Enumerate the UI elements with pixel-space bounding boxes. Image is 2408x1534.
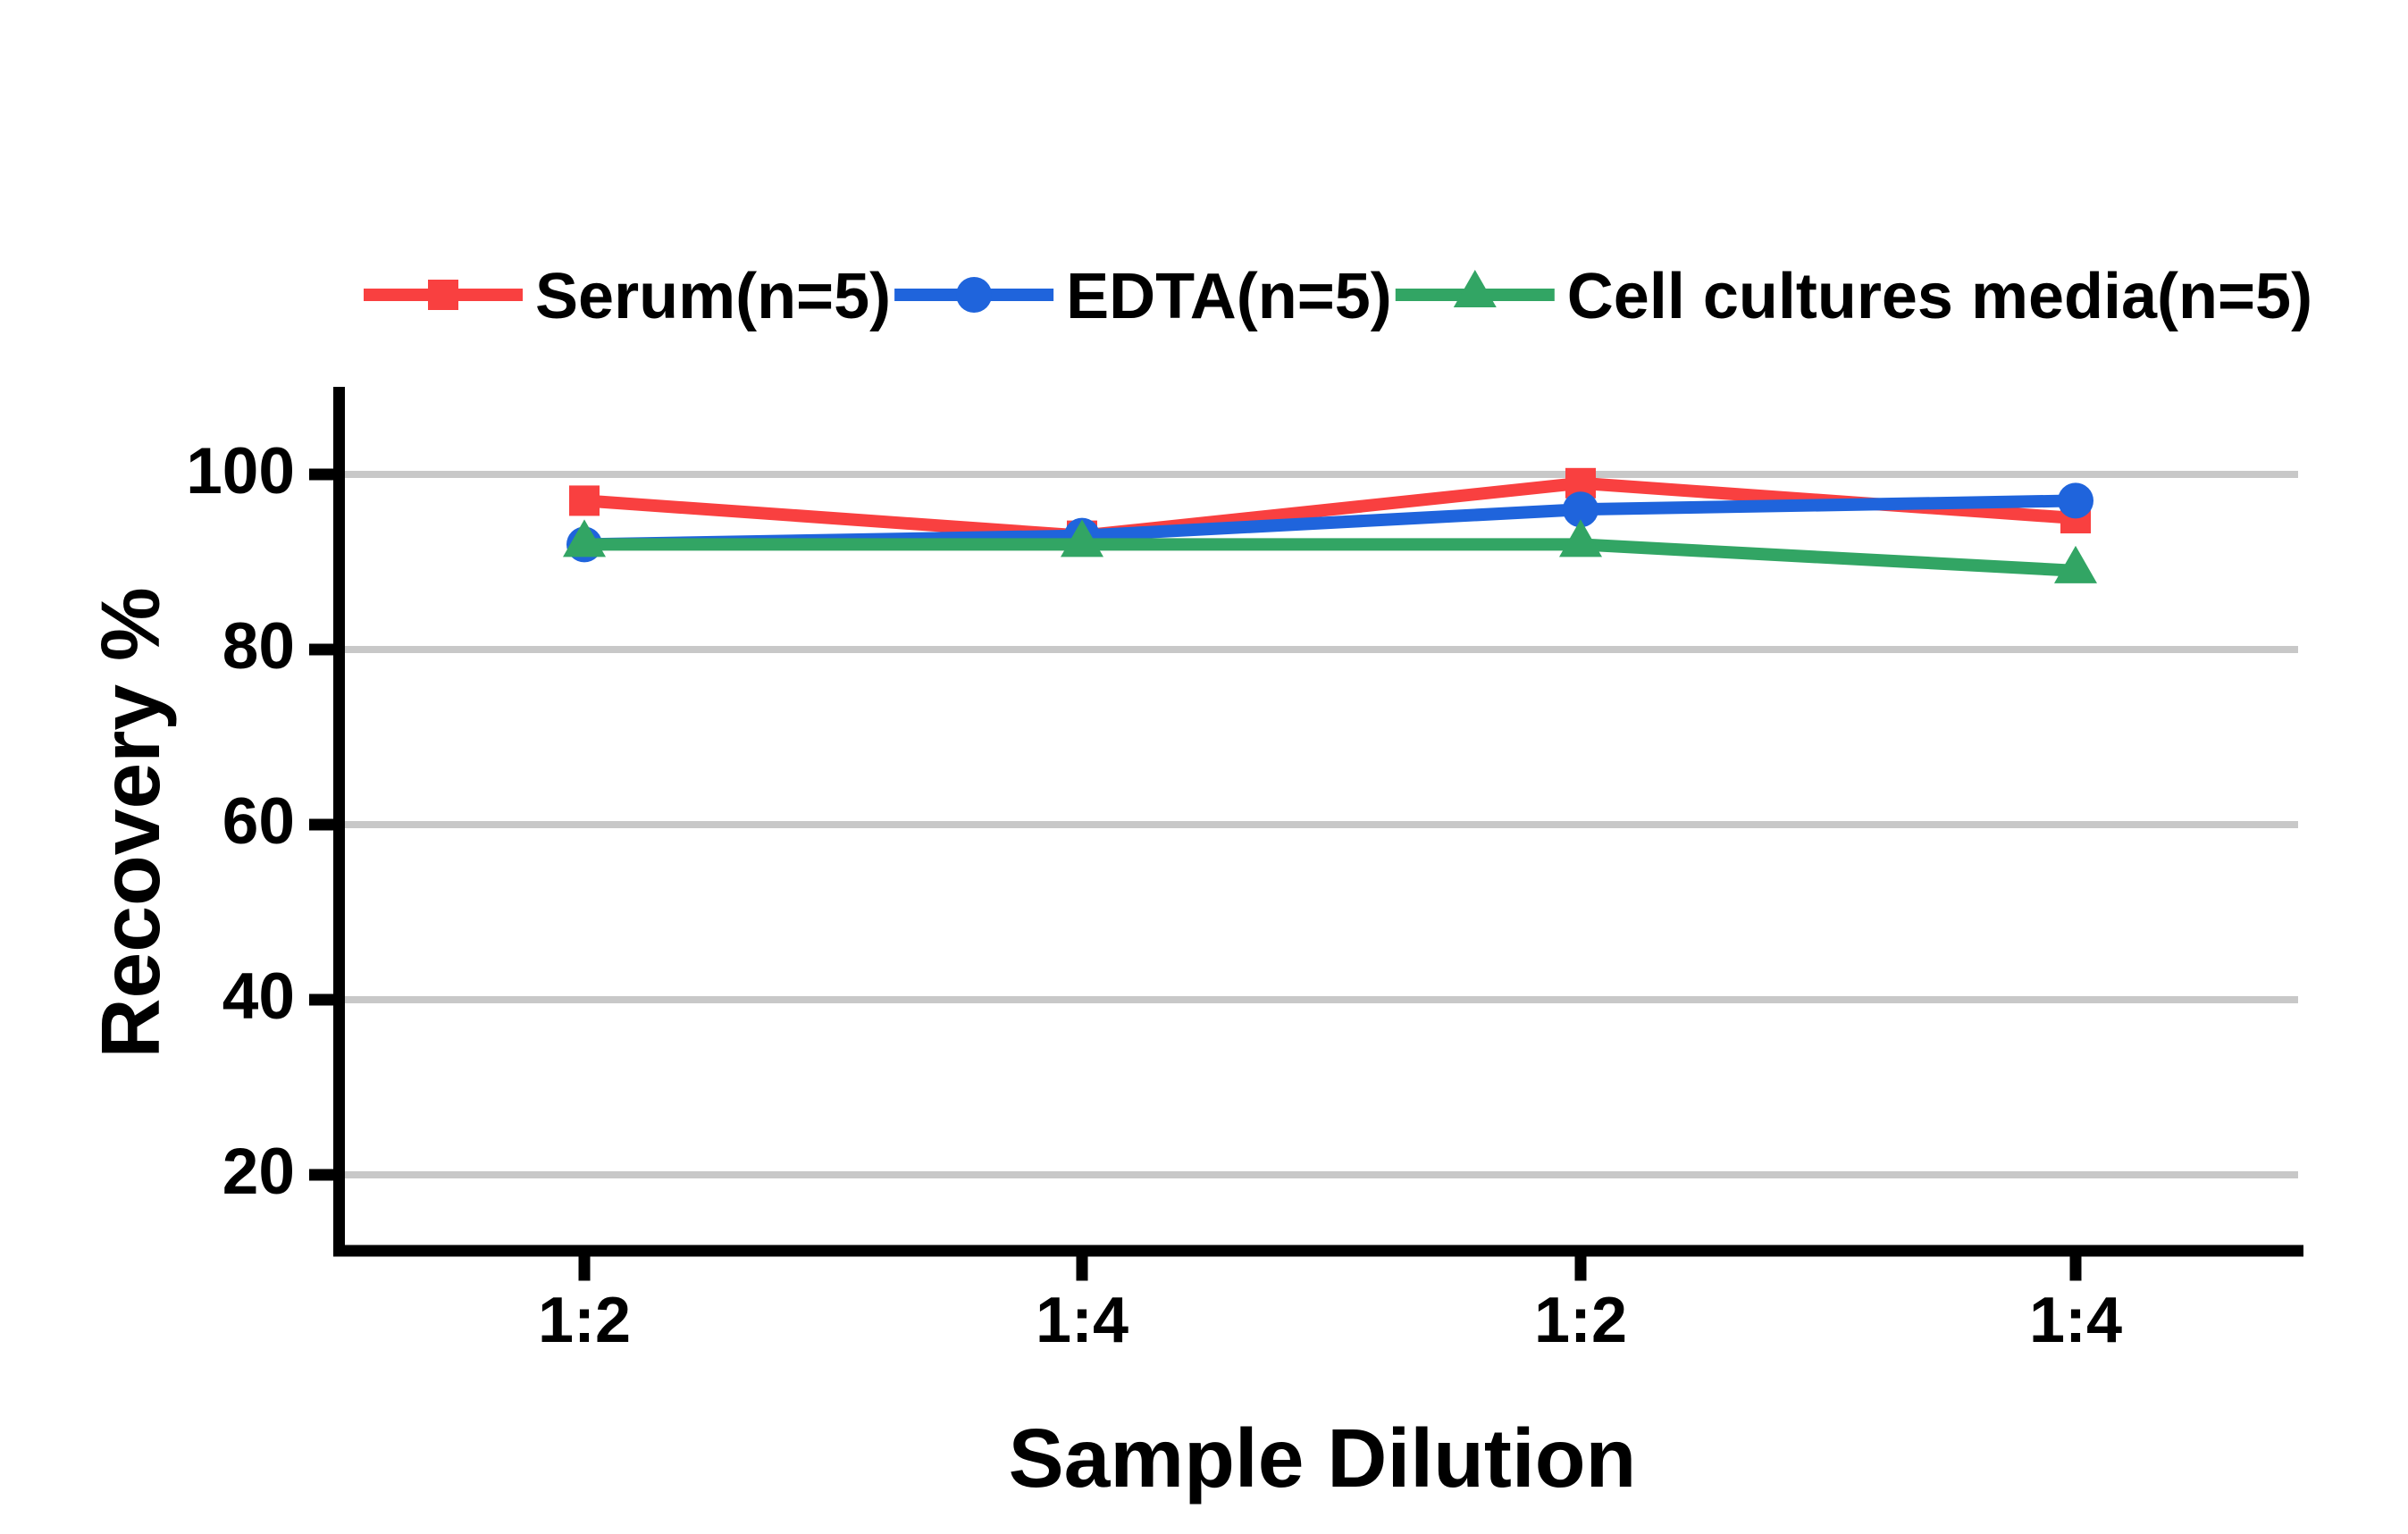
gridlines-group — [345, 471, 2298, 1179]
x-axis-tick-label: 1:4 — [2029, 1285, 2122, 1356]
series-line-cell-cultures-media-n-5 — [584, 538, 2077, 577]
y-axis-tick-label: 40 — [222, 960, 295, 1033]
x-axis-tick-label: 1:4 — [1036, 1285, 1128, 1356]
y-axis-tick — [309, 468, 333, 481]
legend-label: Cell cultures media(n=5) — [1567, 261, 2312, 332]
y-axis-tick — [309, 643, 333, 656]
y-gridline — [345, 1171, 2298, 1179]
y-gridline — [345, 646, 2298, 654]
data-point-marker-triangle — [2054, 545, 2097, 583]
y-axis-tick — [309, 818, 333, 831]
x-axis-tick-label: 1:2 — [1534, 1285, 1627, 1356]
data-point-marker-triangle — [1559, 519, 1602, 557]
series-cell-cultures-media-n-5 — [563, 519, 2097, 583]
x-axis-spine — [333, 1245, 2303, 1257]
legend-item-edta-n-5: EDTA(n=5) — [894, 261, 1392, 332]
y-gridline — [345, 471, 2298, 479]
axis-spines-group — [333, 387, 2303, 1257]
y-axis-tick — [309, 1169, 333, 1181]
legend-item-cell-cultures-media-n-5: Cell cultures media(n=5) — [1395, 261, 2312, 332]
axis-ticks-group — [309, 468, 2082, 1281]
y-axis-tick-label: 100 — [186, 435, 295, 507]
data-point-marker-square — [569, 485, 600, 516]
x-axis-tick — [1574, 1256, 1587, 1281]
tick-labels-group: 20 40 60 80 100 1:2 1:4 1:2 1:4 — [186, 435, 2122, 1356]
y-axis-title: Recovery % — [84, 587, 177, 1058]
data-series-group — [563, 467, 2097, 583]
x-axis-tick — [2069, 1256, 2082, 1281]
y-axis-tick — [309, 993, 333, 1006]
data-point-marker-circle — [1563, 491, 1598, 528]
legend-square-marker-icon — [428, 280, 458, 310]
y-axis-tick-label: 80 — [222, 610, 295, 683]
x-axis-title: Sample Dilution — [1009, 1412, 1637, 1505]
data-point-marker-circle — [2058, 482, 2093, 519]
y-gridline — [345, 821, 2298, 829]
x-axis-tick — [578, 1256, 591, 1281]
legend-label: Serum(n=5) — [535, 261, 891, 332]
legend-circle-marker-icon — [956, 277, 993, 313]
y-axis-spine — [333, 387, 345, 1257]
x-axis-tick — [1076, 1256, 1088, 1281]
y-axis-tick-label: 20 — [222, 1136, 295, 1208]
y-gridline — [345, 996, 2298, 1004]
legend-triangle-marker-icon — [1453, 270, 1497, 307]
x-axis-tick-label: 1:2 — [538, 1285, 631, 1356]
legend-label: EDTA(n=5) — [1066, 261, 1392, 332]
legend-group: Serum(n=5) EDTA(n=5) Cell cultures media(n… — [364, 261, 2312, 332]
data-point-marker-triangle — [563, 519, 606, 557]
y-axis-tick-label: 60 — [222, 785, 295, 858]
legend-item-serum-n-5: Serum(n=5) — [364, 261, 891, 332]
data-point-marker-triangle — [1061, 519, 1103, 557]
